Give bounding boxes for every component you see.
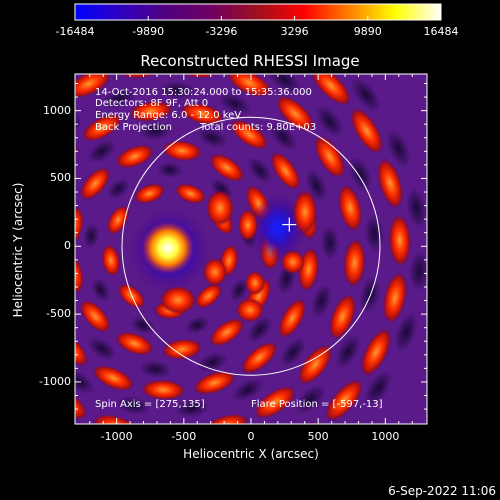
primary-source-blob [142,222,194,274]
time-range-label: 14-Oct-2016 15:30:24.000 to 15:35:36.000 [95,87,312,98]
y-tick-label: -1000 [39,374,71,388]
detectors-label: Detectors: 8F 9F, Att 0 [95,98,209,109]
x-tick-label: 0 [247,430,255,443]
solar-limb-circle [121,116,381,376]
y-tick-label: 0 [64,239,71,253]
y-tick-label: 1000 [43,103,71,117]
x-tick-label: -1000 [100,430,133,443]
y-tick-label: -500 [46,307,71,321]
total-counts-label: Total counts: 9.80E+03 [200,122,317,133]
colorbar-tick-label: -3296 [205,25,238,38]
colorbar-tick-label: 9890 [353,25,382,38]
x-tick-label: 500 [307,430,329,443]
colorbar-tick-label: -9890 [132,25,165,38]
x-axis-label: Heliocentric X (arcsec) [183,447,319,461]
method-label: Back Projection [95,122,172,133]
spin-axis-label: Spin Axis = [275,135] [95,399,205,410]
x-tick-label: -500 [171,430,197,443]
axis-ticks [75,74,427,424]
plot-title: Reconstructed RHESSI Image [140,52,360,70]
colorbar-tick-label: 16484 [423,25,459,38]
energy-range-label: Energy Range: 6.0 - 12.0 keV [95,110,242,121]
x-tick-label: 1000 [371,430,400,443]
y-tick-label: 500 [50,171,71,185]
flare-position-marker [282,217,297,232]
colorbar-tick-label: -16484 [55,25,95,38]
colorbar-tick-label: 3296 [280,25,309,38]
flare-position-label: Flare Position = [-597,-13] [251,399,383,410]
colorbar-ticks [74,16,442,20]
image-map [75,74,427,424]
footer-timestamp: 6-Sep-2022 11:06 [388,484,496,498]
colorbar [74,3,442,21]
y-axis-label: Heliocentric Y (arcsec) [11,182,25,318]
colorbar-gradient [74,3,442,21]
